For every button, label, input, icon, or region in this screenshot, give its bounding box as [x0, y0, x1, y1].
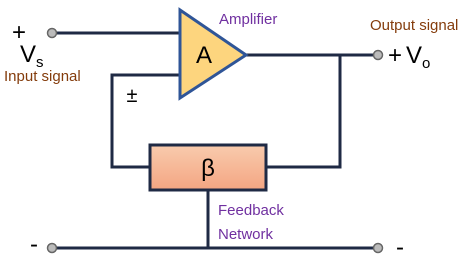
feedback-wire-right	[266, 55, 342, 169]
output-label: Output signal	[370, 17, 458, 34]
ground-terminal	[372, 242, 384, 254]
ground-terminal	[46, 242, 58, 254]
amplifier-symbol: A	[196, 42, 212, 69]
feedback-symbol: β	[201, 155, 215, 182]
ground-sign: -	[396, 234, 404, 259]
feedback-sign: ±	[127, 85, 138, 107]
input-symbol: Vs	[20, 41, 44, 71]
input-sign: +	[12, 19, 26, 46]
feedback-label: Feedback	[218, 202, 284, 219]
feedback-network	[148, 143, 268, 192]
output-symbol: Vo	[406, 42, 430, 72]
amplifier-label: Amplifier	[219, 11, 277, 28]
amplifier	[178, 7, 249, 101]
subscript: s	[36, 54, 44, 71]
symbol: V	[406, 42, 422, 69]
subscript: o	[422, 55, 430, 72]
ground-sign: -	[30, 231, 38, 258]
feedback-wire-left	[110, 73, 180, 169]
output-sign: +	[388, 42, 402, 69]
feedback-label: Network	[218, 226, 274, 243]
output-terminal	[372, 49, 384, 61]
input-terminal	[46, 27, 58, 39]
input-label: Input signal	[4, 68, 81, 85]
symbol: V	[20, 41, 36, 68]
